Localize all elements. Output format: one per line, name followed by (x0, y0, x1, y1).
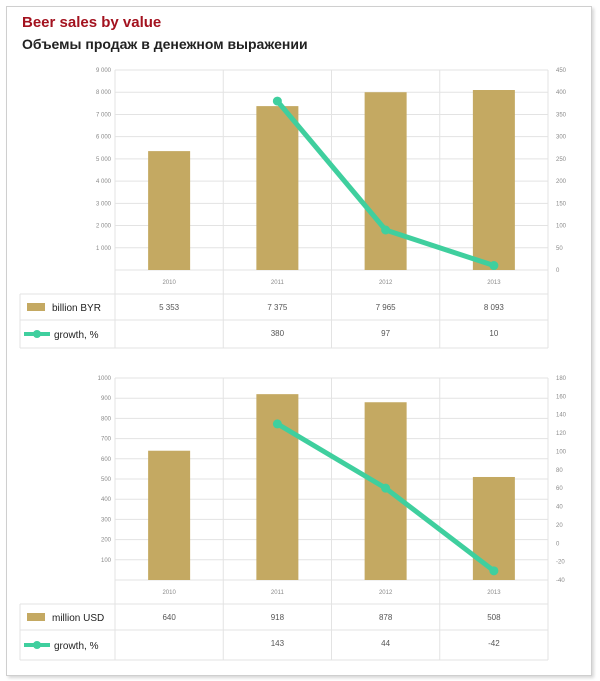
category-label: 2010 (162, 590, 176, 596)
y-tick-right: 450 (556, 68, 567, 74)
y-tick-right: 180 (556, 376, 567, 382)
y-tick-left: 500 (101, 477, 112, 483)
y-tick-left: 6 000 (96, 135, 112, 141)
bar (256, 106, 299, 270)
legend-bar-swatch (27, 303, 45, 311)
category-label: 2011 (271, 590, 285, 596)
y-tick-right: 50 (556, 246, 563, 252)
category-label: 2010 (162, 280, 176, 286)
table-value: 97 (381, 329, 390, 338)
bar (364, 92, 407, 270)
y-tick-right: 100 (556, 449, 567, 455)
table-value: 44 (381, 639, 390, 648)
table-value: 508 (487, 613, 501, 622)
legend-bar-swatch (27, 613, 45, 621)
legend-bar-label: billion BYR (52, 303, 101, 314)
y-tick-left: 700 (101, 437, 112, 443)
category-label: 2013 (487, 280, 501, 286)
bar (472, 476, 515, 580)
y-tick-right: -20 (556, 560, 565, 566)
growth-point (489, 566, 499, 576)
bar (148, 151, 191, 270)
y-tick-right: 160 (556, 394, 567, 400)
y-tick-left: 8 000 (96, 90, 112, 96)
y-tick-left: 400 (101, 497, 112, 503)
category-label: 2012 (379, 280, 393, 286)
legend-line-label: growth, % (54, 641, 99, 652)
y-tick-right: 300 (556, 135, 567, 141)
legend-line-marker (33, 641, 41, 649)
y-tick-left: 9 000 (96, 68, 112, 74)
y-tick-right: 400 (556, 90, 567, 96)
y-tick-right: -40 (556, 578, 565, 584)
y-tick-left: 200 (101, 538, 112, 544)
legend-line-marker (33, 330, 41, 338)
y-tick-left: 300 (101, 517, 112, 523)
table-value: 7 375 (267, 303, 288, 312)
table-value: 7 965 (376, 303, 397, 312)
table-value: 10 (489, 329, 498, 338)
y-tick-right: 100 (556, 224, 567, 230)
y-tick-left: 800 (101, 416, 112, 422)
table-value: 5 353 (159, 303, 180, 312)
bar (472, 90, 515, 270)
y-tick-left: 4 000 (96, 179, 112, 185)
y-tick-right: 60 (556, 486, 563, 492)
growth-point (489, 261, 499, 271)
y-tick-right: 120 (556, 431, 567, 437)
chart-subtitle: Объемы продаж в денежном выражении (22, 36, 308, 52)
growth-point (272, 96, 282, 106)
growth-point (381, 483, 391, 493)
y-tick-right: 0 (556, 541, 560, 547)
table-value: 640 (162, 613, 176, 622)
y-tick-right: 250 (556, 157, 567, 163)
y-tick-right: 140 (556, 413, 567, 419)
category-label: 2012 (379, 590, 393, 596)
bar (148, 450, 191, 580)
y-tick-left: 7 000 (96, 112, 112, 118)
y-tick-left: 2 000 (96, 224, 112, 230)
legend-line-label: growth, % (54, 330, 99, 341)
growth-point (381, 225, 391, 235)
y-tick-left: 1 000 (96, 246, 112, 252)
y-tick-right: 200 (556, 179, 567, 185)
y-tick-right: 20 (556, 523, 563, 529)
legend-bar-label: million USD (52, 613, 104, 624)
y-tick-left: 900 (101, 396, 112, 402)
table-value: -42 (488, 639, 500, 648)
y-tick-right: 40 (556, 505, 563, 511)
y-tick-right: 150 (556, 201, 567, 207)
y-tick-left: 600 (101, 457, 112, 463)
y-tick-right: 350 (556, 112, 567, 118)
table-value: 143 (271, 639, 285, 648)
y-tick-right: 0 (556, 268, 560, 274)
table-value: 8 093 (484, 303, 505, 312)
table-value: 918 (271, 613, 285, 622)
y-tick-left: 3 000 (96, 201, 112, 207)
growth-point (272, 419, 282, 429)
y-tick-left: 100 (101, 558, 112, 564)
y-tick-right: 80 (556, 468, 563, 474)
chart-title: Beer sales by value (22, 14, 162, 31)
table-value: 878 (379, 613, 393, 622)
category-label: 2011 (271, 280, 285, 286)
y-tick-left: 1000 (98, 376, 112, 382)
category-label: 2013 (487, 590, 501, 596)
table-value: 380 (271, 329, 285, 338)
y-tick-left: 5 000 (96, 157, 112, 163)
